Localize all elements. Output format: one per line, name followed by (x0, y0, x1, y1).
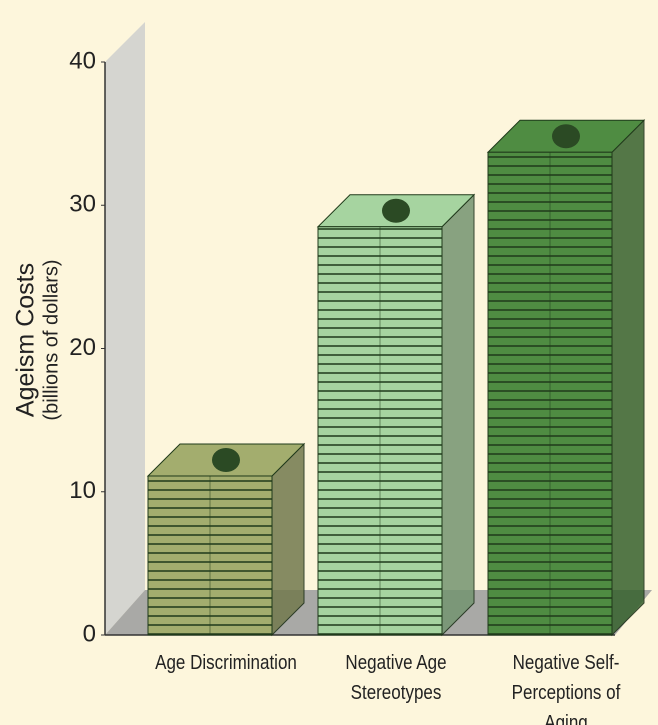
back-wall (105, 22, 145, 635)
y-axis-subtitle: (billions of dollars) (40, 259, 62, 420)
x-tick-label: Negative Age Stereotypes (345, 652, 447, 704)
bill-portrait (212, 447, 240, 472)
x-tick-label: Age Discrimination (155, 652, 297, 674)
y-tick-label: 40 (69, 47, 96, 74)
bill-portrait (382, 198, 410, 223)
y-tick-label: 30 (69, 191, 96, 218)
x-tick-label: Negative Self-Perceptions of Aging (511, 652, 621, 725)
y-axis-title: Ageism Costs (12, 263, 40, 417)
bar-side (611, 119, 645, 637)
y-tick-label: 10 (69, 477, 96, 504)
y-tick-label: 0 (83, 620, 96, 647)
bar-side (441, 193, 475, 637)
bill-portrait (552, 124, 580, 149)
bar-side (271, 442, 305, 637)
y-tick-label: 20 (69, 334, 96, 361)
